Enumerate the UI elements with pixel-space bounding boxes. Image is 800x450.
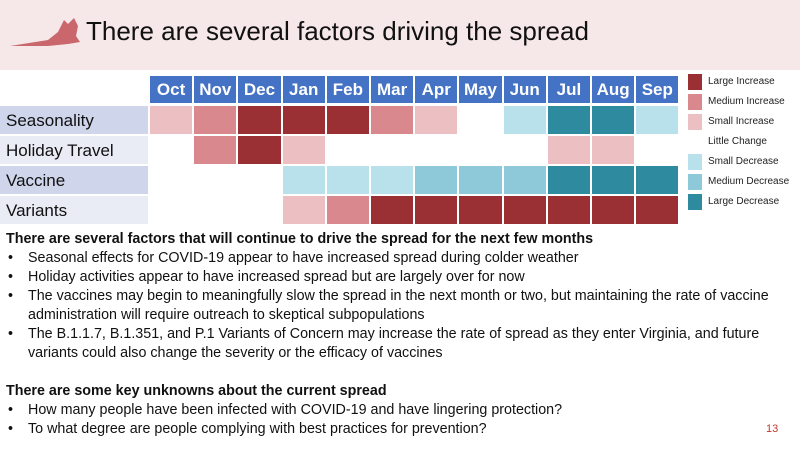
cell (592, 106, 635, 134)
page-number: 13 (766, 423, 779, 435)
cell (415, 196, 458, 224)
legend-label: Medium Increase (708, 96, 785, 107)
cell (547, 106, 590, 134)
bullet: To what degree are people complying with… (8, 420, 796, 439)
month-header: Dec (238, 76, 281, 103)
legend-label: Small Increase (708, 116, 775, 127)
bullet: The vaccines may begin to meaningfully s… (8, 287, 796, 325)
month-header: Mar (371, 76, 414, 103)
cell (194, 136, 237, 164)
row-label: Holiday Travel (0, 136, 148, 164)
cell (238, 136, 281, 164)
legend-swatch (688, 94, 702, 110)
cell (592, 166, 635, 194)
text-body: There are several factors that will cont… (6, 230, 796, 450)
cell (636, 106, 679, 134)
bullet: Seasonal effects for COVID-19 appear to … (8, 249, 796, 268)
row-label: Seasonality (0, 106, 148, 134)
cell (503, 196, 546, 224)
row-label: Vaccine (0, 166, 148, 194)
legend-swatch (688, 114, 702, 130)
cell (592, 196, 635, 224)
row-label: Variants (0, 196, 148, 224)
cell (592, 136, 635, 164)
cell (282, 106, 325, 134)
bullet: How many people have been infected with … (8, 401, 796, 420)
legend-label: Large Increase (708, 76, 775, 87)
month-header: Aug (592, 76, 635, 103)
month-header: Feb (326, 76, 369, 103)
legend-swatch (688, 154, 702, 170)
bullet: Holiday activities appear to have increa… (8, 268, 796, 287)
cell (238, 106, 281, 134)
cell (282, 196, 325, 224)
cell (459, 196, 502, 224)
cell (194, 106, 237, 134)
month-header: Oct (150, 76, 193, 103)
month-header: Sep (636, 76, 679, 103)
cell (547, 166, 590, 194)
cell (150, 106, 193, 134)
month-header: Jul (547, 76, 590, 103)
legend-swatch (688, 174, 702, 190)
cell (459, 166, 502, 194)
legend-label: Small Decrease (708, 156, 779, 167)
section-heading: There are some key unknowns about the cu… (6, 383, 387, 399)
cell (636, 196, 679, 224)
legend-label: Little Change (708, 136, 767, 147)
month-header: Jun (503, 76, 546, 103)
month-header: Apr (415, 76, 458, 103)
legend-label: Large Decrease (708, 196, 780, 207)
cell (371, 106, 414, 134)
cell (371, 166, 414, 194)
header-band: There are several factors driving the sp… (0, 0, 800, 70)
legend-swatch (688, 134, 702, 150)
cell (326, 196, 369, 224)
bullet: The B.1.1.7, B.1.351, and P.1 Variants o… (8, 325, 796, 363)
virginia-icon (10, 18, 80, 46)
legend-swatch (688, 74, 702, 90)
title: There are several factors driving the sp… (86, 16, 589, 46)
legend-swatch (688, 194, 702, 210)
section-heading: There are several factors that will cont… (6, 231, 594, 247)
legend-label: Medium Decrease (708, 176, 790, 187)
cell (282, 166, 325, 194)
bullet-list: Seasonal effects for COVID-19 appear to … (6, 249, 796, 363)
cell (503, 106, 546, 134)
cell (371, 196, 414, 224)
month-header: May (459, 76, 502, 103)
month-header: Nov (194, 76, 237, 103)
cell (415, 166, 458, 194)
cell (459, 106, 502, 134)
cell (282, 136, 325, 164)
cell (547, 196, 590, 224)
cell (326, 106, 369, 134)
cell (415, 106, 458, 134)
cell (503, 166, 546, 194)
month-header: Jan (282, 76, 325, 103)
cell (636, 166, 679, 194)
bullet-list: How many people have been infected with … (6, 401, 796, 439)
cell (547, 136, 590, 164)
cell (326, 166, 369, 194)
